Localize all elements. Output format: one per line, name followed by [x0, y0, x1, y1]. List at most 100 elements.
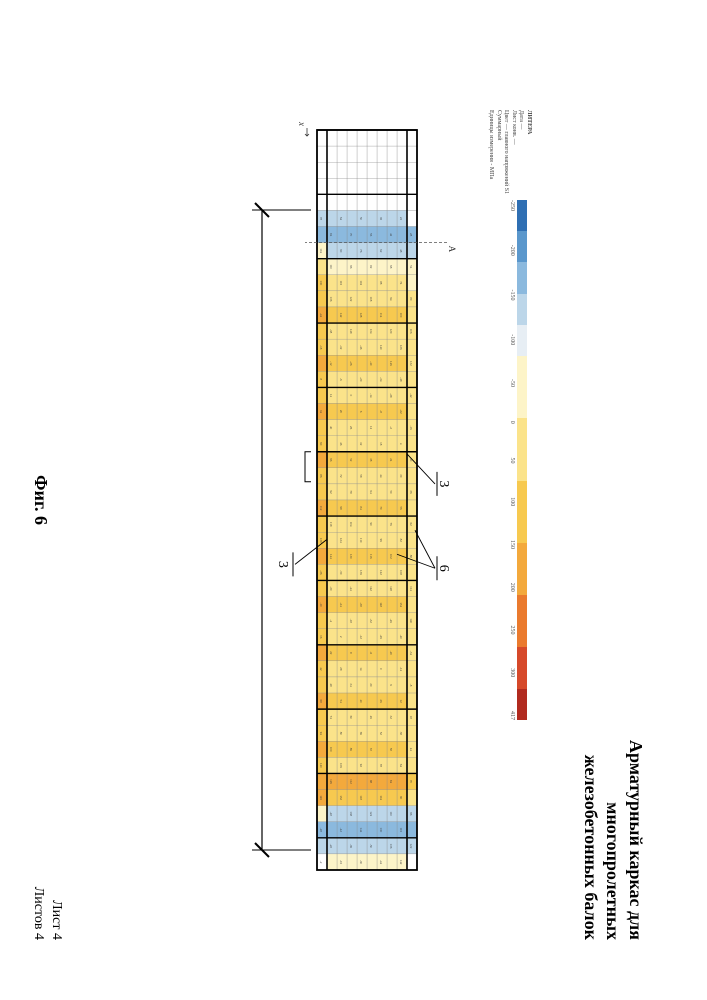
stress-cell	[397, 484, 407, 500]
cell-value: 134	[399, 602, 403, 607]
color-scale-tick: 50	[509, 458, 515, 464]
cell-value: 120	[389, 329, 393, 334]
cell-value: -50	[369, 844, 373, 849]
stress-cell	[327, 822, 337, 838]
stress-cell	[377, 580, 387, 596]
cell-value: 98	[339, 506, 343, 510]
cell-value: 94	[319, 732, 323, 736]
color-scale-segment	[517, 200, 527, 231]
cell-value: 28	[339, 667, 343, 671]
stress-cell	[397, 355, 407, 371]
cell-value: -32	[369, 619, 373, 624]
stress-cell	[367, 790, 377, 806]
cell-value: 110	[389, 811, 393, 816]
cell-value: 106	[409, 329, 413, 334]
stress-cell	[367, 307, 377, 323]
color-scale-segment	[517, 262, 527, 293]
cell-value: 62	[379, 249, 383, 253]
cell-value: 146	[389, 361, 393, 366]
stress-cell	[337, 709, 347, 725]
cell-value: 140	[379, 345, 383, 350]
stress-cell	[357, 516, 367, 532]
cell-value: 94	[389, 297, 393, 301]
stress-cell	[377, 146, 387, 162]
cell-value: 62	[409, 523, 413, 527]
cell-value: 68	[319, 700, 323, 704]
cell-value: 104	[319, 248, 323, 253]
cell-value: 42	[319, 667, 323, 671]
stress-cell	[397, 194, 407, 210]
cell-value: 60	[349, 716, 353, 720]
cell-value: -40	[369, 361, 373, 366]
cell-value: 18	[379, 442, 383, 446]
stress-cell	[327, 790, 337, 806]
stress-cell	[387, 500, 397, 516]
cell-value: 66	[329, 458, 333, 462]
cell-value: 28	[409, 233, 413, 237]
cell-value: 48	[329, 683, 333, 687]
legend-line: Дата —	[517, 110, 525, 194]
stress-cell	[357, 741, 367, 757]
stress-cell	[367, 693, 377, 709]
cell-value: -38	[329, 329, 333, 334]
stress-cell	[327, 854, 337, 870]
stress-cell	[327, 693, 337, 709]
beam-svg: 2236506478284256708448627690104546882961…	[137, 90, 457, 910]
stress-cell	[347, 307, 357, 323]
stress-cell	[347, 564, 357, 580]
cell-value: -42	[339, 828, 343, 833]
stress-cell	[387, 210, 397, 226]
cell-value: 36	[409, 490, 413, 494]
stress-cell	[357, 773, 367, 789]
cell-value: 148	[379, 602, 383, 607]
stress-cell	[327, 130, 337, 146]
color-scale-segment	[517, 356, 527, 418]
cell-value: 64	[369, 490, 373, 494]
stress-cell	[327, 532, 337, 548]
cell-value: -18	[349, 619, 353, 624]
stress-cell	[407, 371, 417, 387]
stress-cell	[317, 355, 327, 371]
stress-cell	[377, 645, 387, 661]
stress-cell	[317, 484, 327, 500]
cell-value: 20	[369, 683, 373, 687]
cell-value: 132	[339, 795, 343, 800]
stress-cell	[357, 259, 367, 275]
cell-value: 134	[369, 329, 373, 334]
stress-cell	[367, 339, 377, 355]
color-scale-tick: 300	[509, 668, 515, 677]
cell-value: 96	[349, 265, 353, 269]
cell-value: 90	[339, 249, 343, 253]
cell-value: 64	[399, 764, 403, 768]
stress-cell	[377, 162, 387, 178]
stress-cell	[357, 227, 367, 243]
stress-cell	[327, 243, 337, 259]
cell-value: -28	[319, 828, 323, 833]
stress-cell	[387, 822, 397, 838]
cell-value: 70	[409, 780, 413, 784]
cell-value: 74	[329, 716, 333, 720]
stress-cell	[377, 677, 387, 693]
stress-cell	[387, 339, 397, 355]
stress-cell	[337, 259, 347, 275]
stress-cell	[357, 162, 367, 178]
color-scale-ticks: -250-200-150-100-50050100150200250300417	[509, 200, 515, 720]
cell-value: 38	[399, 732, 403, 736]
stress-cell	[357, 130, 367, 146]
stress-cell	[347, 597, 357, 613]
cell-value: -34	[409, 651, 413, 656]
stress-cell	[327, 468, 337, 484]
stress-cell	[397, 291, 407, 307]
stress-cell	[317, 291, 327, 307]
figure-label: Фиг. 6	[30, 0, 51, 1000]
stress-cell	[407, 210, 417, 226]
stress-cell	[337, 741, 347, 757]
color-scale-tick: 150	[509, 540, 515, 549]
cell-value: 22	[329, 651, 333, 655]
stress-cell	[407, 693, 417, 709]
segment-bracket	[305, 452, 311, 482]
legend-line: Цвет — главного напряжений S1	[502, 110, 510, 194]
stress-cell	[327, 307, 337, 323]
cell-value: -22	[399, 409, 403, 414]
stress-cell	[317, 580, 327, 596]
